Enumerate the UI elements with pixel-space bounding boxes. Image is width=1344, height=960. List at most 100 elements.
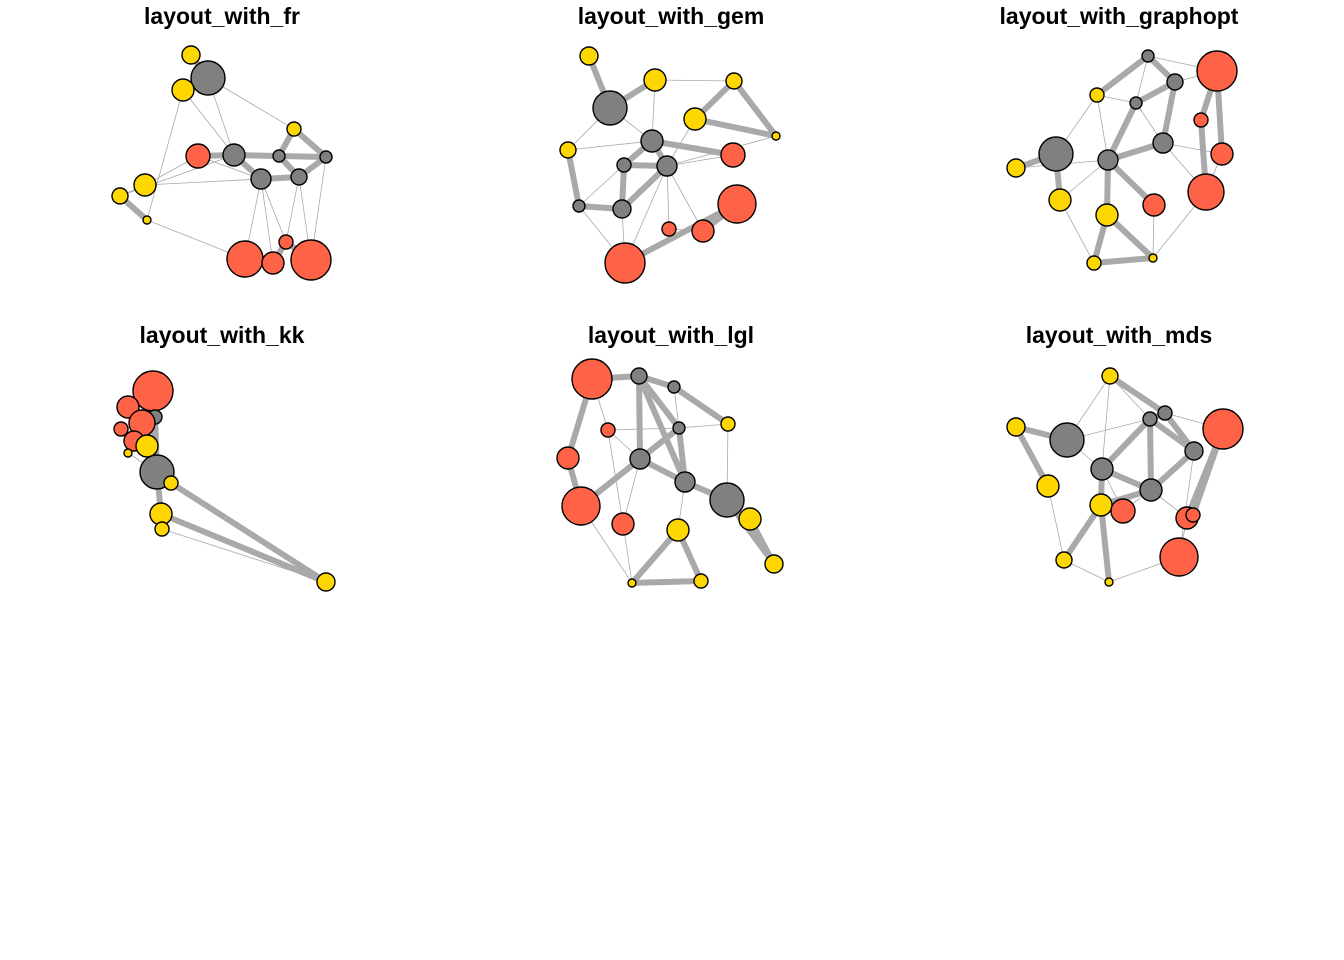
graph-edge: [671, 384, 731, 427]
graph-node-tomato: [661, 221, 677, 237]
graph-edge: [1047, 485, 1065, 561]
panel-title-kk: layout_with_kk: [140, 322, 305, 348]
graph-node-tomato: [1159, 537, 1199, 577]
graph-node-gray: [1049, 422, 1085, 458]
graph-node-gray: [1129, 96, 1143, 110]
graph-node-gray: [709, 482, 745, 518]
nodes-fr: [111, 45, 333, 281]
graph-node-gold: [720, 416, 736, 432]
graph-node-tomato: [261, 251, 285, 275]
graph-edge: [1147, 416, 1154, 493]
panel-layout-with-kk: layout_with_kk: [113, 322, 336, 592]
graph-node-gold: [142, 215, 152, 225]
graph-node-gold: [1048, 188, 1072, 212]
graph-edge: [1094, 53, 1151, 98]
graph-node-gray: [319, 150, 333, 164]
graph-edge: [158, 511, 329, 585]
graph-node-gray: [592, 90, 628, 126]
panel-layout-with-fr: layout_with_fr: [111, 3, 333, 281]
graph-edge: [144, 178, 262, 186]
graph-edge: [168, 480, 329, 585]
graph-node-tomato: [1110, 498, 1136, 524]
graph-node-gray: [616, 157, 632, 173]
graph-node-gold: [1089, 493, 1113, 517]
graph-node-gray: [290, 168, 308, 186]
panel-layout-with-gem: layout_with_gem: [559, 3, 781, 284]
graph-edge: [146, 89, 184, 221]
graph-node-tomato: [290, 239, 332, 281]
nodes-gem: [559, 46, 781, 284]
graph-node-gray: [1166, 73, 1184, 91]
graph-node-gold: [579, 46, 599, 66]
graph-node-gold: [1086, 255, 1102, 271]
graph-edge: [1135, 55, 1149, 104]
graph-node-gray: [1139, 478, 1163, 502]
graph-edge: [622, 201, 740, 266]
graph-edge: [666, 165, 704, 232]
graph-node-gold: [111, 187, 129, 205]
graph-node-gold: [666, 518, 690, 542]
nodes-kk: [113, 370, 336, 592]
graph-node-tomato: [226, 240, 264, 278]
graph-node-gray: [667, 380, 681, 394]
graph-edge: [578, 164, 625, 207]
graph-edge: [1091, 255, 1156, 266]
graph-node-tomato: [561, 486, 601, 526]
graph-node-tomato: [1210, 142, 1234, 166]
panel-layout-with-lgl: layout_with_lgl: [556, 322, 784, 589]
graph-node-gray: [1184, 441, 1204, 461]
graph-node-gray: [272, 149, 286, 163]
graph-edge: [1107, 373, 1168, 416]
graph-node-gold: [163, 475, 179, 491]
graph-edge: [567, 140, 653, 151]
graph-node-tomato: [1193, 112, 1209, 128]
panel-title-lgl: layout_with_lgl: [588, 322, 754, 348]
graph-node-gold: [771, 131, 781, 141]
graph-edge: [636, 373, 643, 462]
graph-edge: [654, 79, 735, 82]
nodes-graphopt: [1006, 49, 1238, 271]
graph-edge: [692, 116, 779, 139]
graph-node-tomato: [571, 358, 613, 400]
graph-node-gray: [640, 129, 664, 153]
graph-edge: [260, 178, 287, 243]
graph-edge: [276, 153, 329, 160]
graph-node-gray: [672, 421, 686, 435]
graph-node-tomato: [604, 242, 646, 284]
graph-node-gold: [154, 521, 170, 537]
graph-node-gray: [629, 448, 651, 470]
graph-node-gray: [1097, 149, 1119, 171]
graph-node-gold: [643, 68, 667, 92]
panel-layout-with-graphopt: layout_with_graphopt: [1000, 3, 1239, 271]
graph-node-gold: [627, 578, 637, 588]
panel-title-gem: layout_with_gem: [578, 3, 765, 29]
nodes-lgl: [556, 358, 784, 589]
graph-node-gold: [316, 572, 336, 592]
graph-node-tomato: [113, 421, 129, 437]
graph-node-gray: [572, 199, 586, 213]
graph-edge: [1098, 502, 1112, 585]
graph-node-tomato: [1187, 173, 1225, 211]
graph-node-gray: [656, 155, 678, 177]
graph-node-gray: [1141, 49, 1155, 63]
panel-layout-with-mds: layout_with_mds: [1006, 322, 1244, 587]
graph-edge: [260, 178, 274, 264]
graph-node-gold: [725, 72, 743, 90]
graph-node-gray: [1142, 411, 1158, 427]
graph-node-gray: [1038, 136, 1074, 172]
graph-node-gray: [250, 168, 272, 190]
graph-node-tomato: [185, 143, 211, 169]
graph-edge: [629, 578, 704, 586]
graph-node-tomato: [691, 219, 715, 243]
graph-edge: [1096, 94, 1109, 161]
graph-node-gray: [612, 199, 632, 219]
graph-node-gold: [559, 141, 577, 159]
graph-node-tomato: [1185, 507, 1201, 523]
graph-node-gold: [1148, 253, 1158, 263]
graph-edge: [182, 89, 235, 156]
graph-node-gold: [133, 173, 157, 197]
graph-node-tomato: [1142, 193, 1166, 217]
graph-edge: [678, 423, 729, 429]
graph-node-gray: [222, 143, 246, 167]
panel-title-graphopt: layout_with_graphopt: [1000, 3, 1239, 29]
